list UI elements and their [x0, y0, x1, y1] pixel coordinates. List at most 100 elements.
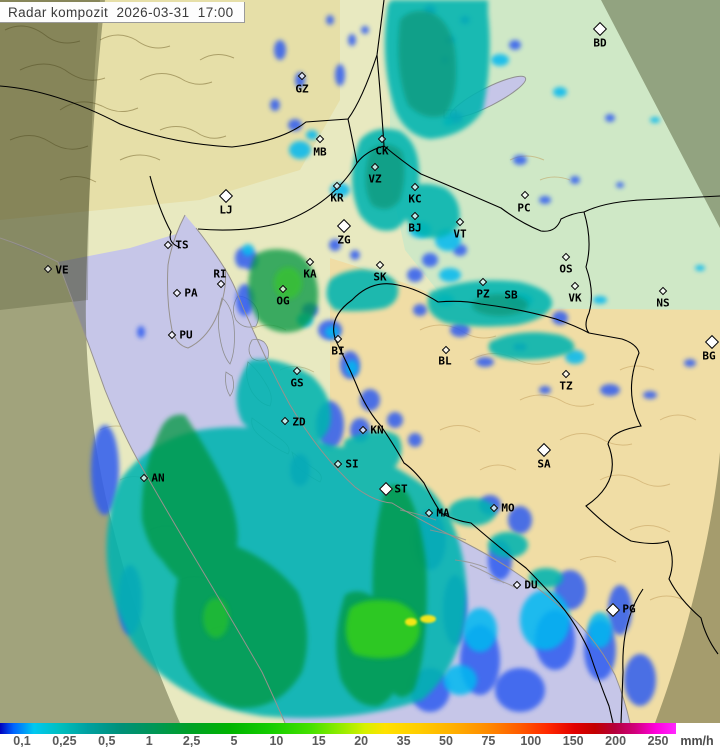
title-text: Radar kompozit 2026-03-31 17:00: [8, 4, 234, 20]
station-marker-si-diamond-icon: [333, 459, 343, 469]
station-marker-ve-diamond-icon: [43, 264, 53, 274]
station-label-zd: ZD: [292, 415, 306, 429]
station-marker-bi-diamond-icon: [333, 334, 343, 344]
intensity-colorbar: [0, 723, 676, 734]
radar-range-mask: [0, 0, 720, 723]
station-marker-mo-diamond-icon: [489, 503, 499, 513]
station-marker-zg-diamond-icon: [336, 218, 352, 234]
station-marker-ka-diamond-icon: [305, 257, 315, 267]
station-label-kn: KN: [370, 423, 384, 437]
legend-tick-label: 20: [354, 734, 369, 748]
station-marker-pc-diamond-icon: [520, 190, 530, 200]
station-marker-tz-diamond-icon: [561, 369, 571, 379]
station-label-os: OS: [559, 262, 573, 276]
intensity-legend: 0,1 0,25 0,5 1 2,5 5 10 15 20 35 50 75 100 150 200 250 …: [0, 723, 720, 751]
station-label-bi: BI: [331, 344, 345, 358]
legend-tick-label: 35: [396, 734, 411, 748]
station-label-zg: ZG: [337, 233, 351, 247]
station-label-lj: LJ: [219, 203, 233, 217]
station-marker-sa-diamond-icon: [536, 442, 552, 458]
station-marker-zd-diamond-icon: [280, 416, 290, 426]
station-label-ve: VE: [55, 263, 69, 277]
station-label-bl: BL: [438, 354, 452, 368]
station-marker-gs-diamond-icon: [292, 366, 302, 376]
legend-tick-label: 50: [439, 734, 453, 748]
station-label-du: DU: [524, 578, 538, 592]
legend-tick-label: 100: [520, 734, 542, 748]
title-bar: Radar kompozit 2026-03-31 17:00: [0, 2, 245, 23]
station-label-pu: PU: [179, 328, 193, 342]
station-marker-bl-diamond-icon: [441, 345, 451, 355]
country-borders: [0, 0, 720, 723]
station-label-si: SI: [345, 457, 359, 471]
station-label-vk: VK: [568, 291, 582, 305]
station-label-mo: MO: [501, 501, 515, 515]
station-marker-kc-diamond-icon: [410, 182, 420, 192]
station-marker-pz-diamond-icon: [478, 277, 488, 287]
coastline: [0, 214, 631, 723]
station-label-ns: NS: [656, 296, 670, 310]
station-marker-vt-diamond-icon: [455, 217, 465, 227]
station-label-ri: RI: [213, 267, 227, 281]
station-label-bd: BD: [593, 36, 607, 50]
station-marker-an-diamond-icon: [139, 473, 149, 483]
legend-tick-label: 1: [145, 734, 153, 748]
station-label-st: ST: [394, 482, 408, 496]
station-marker-bj-diamond-icon: [410, 211, 420, 221]
station-marker-st-diamond-icon: [378, 481, 394, 497]
station-label-ka: KA: [303, 267, 317, 281]
station-label-pa: PA: [184, 286, 198, 300]
station-marker-vz-diamond-icon: [370, 162, 380, 172]
legend-tick-label: 0,5: [98, 734, 116, 748]
station-marker-bd-diamond-icon: [592, 21, 608, 37]
legend-unit-label: mm/h: [680, 734, 714, 748]
station-label-kc: KC: [408, 192, 422, 206]
station-label-gs: GS: [290, 376, 304, 390]
station-marker-ns-diamond-icon: [658, 286, 668, 296]
legend-tick-label: 0,25: [52, 734, 77, 748]
legend-tick-label: 150: [562, 734, 584, 748]
station-label-vz: VZ: [368, 172, 382, 186]
station-marker-lj-diamond-icon: [218, 188, 234, 204]
legend-tick-label: 200: [605, 734, 627, 748]
station-marker-ri-diamond-icon: [216, 279, 226, 289]
station-marker-ts-diamond-icon: [163, 240, 173, 250]
station-label-sk: SK: [373, 270, 387, 284]
legend-tick-label: 15: [311, 734, 326, 748]
station-marker-os-diamond-icon: [561, 252, 571, 262]
station-marker-pg-diamond-icon: [605, 602, 621, 618]
legend-tick-label: 0,1: [13, 734, 31, 748]
legend-tick-label: 2,5: [182, 734, 201, 748]
station-marker-pu-diamond-icon: [167, 330, 177, 340]
station-marker-pa-diamond-icon: [172, 288, 182, 298]
station-label-pz: PZ: [476, 287, 490, 301]
legend-tick-label: 10: [269, 734, 284, 748]
legend-tick-label: 5: [230, 734, 238, 748]
station-label-sb: SB: [504, 288, 518, 302]
station-label-tz: TZ: [559, 379, 573, 393]
station-marker-ck-diamond-icon: [377, 134, 387, 144]
station-label-sa: SA: [537, 457, 551, 471]
station-marker-bg-diamond-icon: [704, 334, 720, 350]
station-label-og: OG: [276, 294, 290, 308]
legend-tick-label: 250: [647, 734, 669, 748]
legend-tick-label: 75: [481, 734, 496, 748]
radar-map: [0, 0, 720, 723]
station-marker-kr-diamond-icon: [332, 181, 342, 191]
station-marker-du-diamond-icon: [512, 580, 522, 590]
station-marker-ma-diamond-icon: [424, 508, 434, 518]
station-marker-vk-diamond-icon: [570, 281, 580, 291]
station-label-gz: GZ: [295, 82, 309, 96]
station-label-ck: CK: [375, 144, 389, 158]
station-label-vt: VT: [453, 227, 467, 241]
station-marker-og-diamond-icon: [278, 284, 288, 294]
station-marker-gz-diamond-icon: [297, 71, 307, 81]
station-label-ma: MA: [436, 506, 450, 520]
station-label-mb: MB: [313, 145, 327, 159]
station-marker-sk-diamond-icon: [375, 260, 385, 270]
station-marker-kn-diamond-icon: [358, 425, 368, 435]
station-label-an: AN: [151, 471, 165, 485]
station-label-bj: BJ: [408, 221, 422, 235]
station-label-pc: PC: [517, 201, 531, 215]
